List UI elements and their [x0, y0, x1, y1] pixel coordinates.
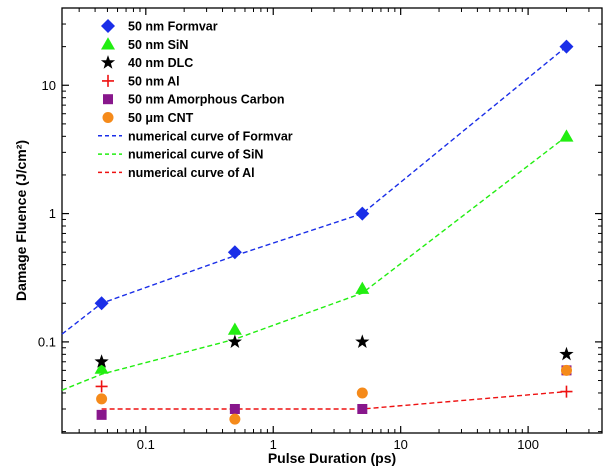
legend-marker-50-nm-formvar: [101, 19, 115, 33]
legend-marker-50-nm-amorphous-carbon: [103, 94, 113, 105]
legend-label: 50 μm CNT: [128, 111, 194, 125]
curve-numerical-curve-of-formvar: [61, 46, 567, 335]
point-50-nm-sin: [227, 322, 242, 335]
x-axis: 0.1 1 10 100: [78, 8, 590, 452]
legend-marker-50-m-cnt: [102, 112, 114, 123]
point-50-m-cnt: [229, 413, 241, 425]
point-50-m-cnt: [356, 387, 368, 399]
point-50-nm-al: [560, 385, 573, 398]
point-50-nm-formvar: [94, 296, 109, 311]
legend-label: numerical curve of SiN: [128, 148, 263, 162]
y-tick-label: 0.1: [38, 334, 56, 349]
legend-label: numerical curve of Formvar: [128, 129, 293, 143]
point-40-nm-dlc: [94, 354, 109, 368]
legend-label: 50 nm Amorphous Carbon: [128, 93, 285, 107]
data-markers: [94, 39, 574, 425]
point-50-nm-amorphous-carbon: [357, 403, 368, 414]
x-tick-label: 100: [517, 437, 539, 452]
curve-numerical-curve-of-al: [101, 390, 567, 410]
legend-label: 40 nm DLC: [128, 56, 193, 70]
legend-marker-50-nm-sin: [101, 37, 115, 50]
x-tick-label: 10: [393, 437, 407, 452]
legend-label: 50 nm Formvar: [128, 20, 218, 34]
point-50-nm-formvar: [355, 206, 370, 221]
y-axis-title: Damage Fluence (J/cm²): [13, 140, 29, 301]
point-50-nm-al: [95, 380, 108, 393]
point-50-m-cnt: [560, 364, 572, 376]
point-50-nm-amorphous-carbon: [229, 403, 240, 414]
legend-marker-40-nm-dlc: [100, 55, 116, 69]
point-50-nm-formvar: [559, 39, 574, 54]
legend-label: 50 nm SiN: [128, 38, 188, 52]
legend-label: numerical curve of Al: [128, 166, 255, 180]
legend: 50 nm Formvar 50 nm SiN 40 nm DLC 50 nm Al 5…: [98, 19, 293, 180]
point-50-nm-sin: [94, 361, 109, 374]
plot-border: [61, 7, 603, 434]
point-50-nm-amorphous-carbon: [96, 409, 107, 420]
y-axis: 0.1 1 10: [38, 23, 602, 433]
y-tick-label: 1: [49, 206, 56, 221]
point-50-nm-sin: [355, 281, 370, 294]
point-40-nm-dlc: [559, 346, 574, 361]
legend-marker-50-nm-al: [102, 74, 114, 87]
legend-label: 50 nm Al: [128, 74, 180, 88]
x-axis-title: Pulse Duration (ps): [268, 450, 396, 466]
point-50-nm-sin: [559, 129, 574, 142]
x-tick-label: 0.1: [137, 437, 155, 452]
point-40-nm-dlc: [355, 334, 370, 348]
plot-frame: [61, 7, 603, 434]
x-tick-label: 1: [270, 437, 277, 452]
point-40-nm-dlc: [227, 334, 242, 348]
point-50-nm-formvar: [227, 245, 242, 260]
point-50-m-cnt: [96, 393, 108, 405]
y-tick-label: 10: [42, 78, 56, 93]
